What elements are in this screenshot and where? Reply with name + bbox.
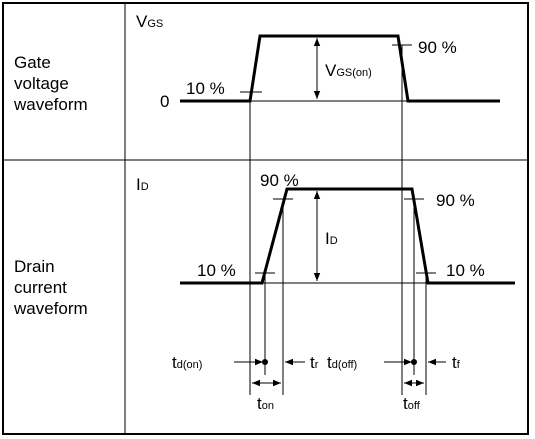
percent-label: 10 % [186, 79, 225, 98]
drain-waveform [180, 187, 515, 285]
percent-label: 90 % [418, 38, 457, 57]
dot [411, 359, 417, 365]
zero-label: 0 [160, 92, 169, 111]
percent-label: 90 % [260, 171, 299, 190]
axis-label: VGS [136, 12, 163, 31]
timing-label: td(off) [327, 353, 357, 372]
row-label: Drain current waveform [13, 257, 88, 318]
frame [2, 2, 529, 435]
amplitude-label: ID [325, 229, 338, 248]
axis-label: ID [136, 175, 149, 194]
percent-label: 10 % [446, 261, 485, 280]
timing-label: toff [403, 394, 421, 413]
percent-label: 90 % [436, 191, 475, 210]
timing-arrows [234, 358, 446, 387]
timing-label: tf [452, 353, 461, 372]
percent-label: 10 % [197, 261, 236, 280]
guide-lines [249, 45, 427, 395]
timing-label: ton [257, 394, 274, 413]
dot [262, 359, 268, 365]
amplitude-label: VGS(on) [325, 61, 372, 80]
timing-label: tr [310, 353, 319, 372]
timing-label: td(on) [172, 353, 202, 372]
row-label: Gate voltage waveform [13, 53, 88, 114]
gate-waveform [180, 34, 500, 103]
